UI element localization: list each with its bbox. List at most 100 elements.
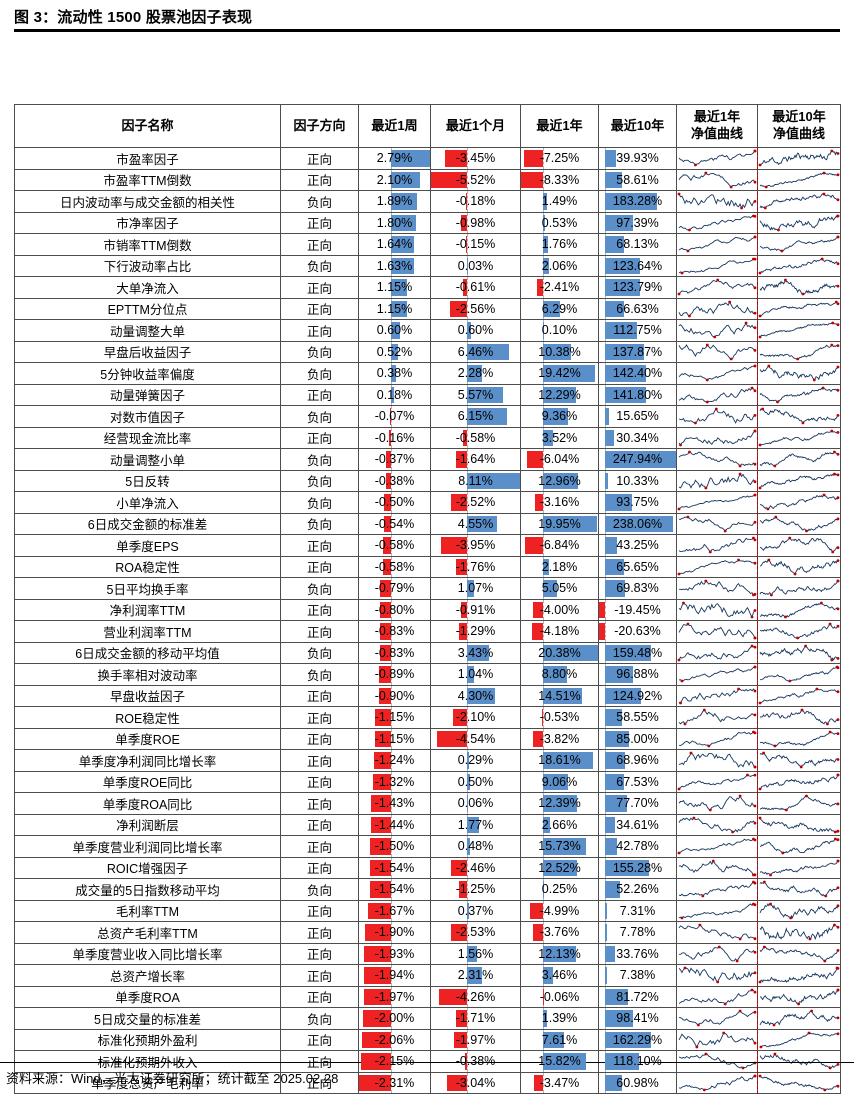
factor-direction-cell: 正向 (280, 684, 359, 707)
table-row: 单季度ROA 正向 -1.97% -4.26% -0.06% 81.72% (14, 985, 841, 1008)
negative-databar (380, 580, 392, 597)
positive-databar (467, 386, 504, 403)
table-row: 5日平均换手率 负向 -0.79% 1.07% 5.05% 69.83% (14, 577, 841, 600)
factor-direction-cell: 正向 (280, 147, 359, 170)
positive-databar (604, 236, 625, 253)
value-cell: 0.52% (358, 340, 431, 363)
positive-databar (604, 924, 608, 941)
value-cell: 58.55% (598, 706, 677, 729)
value-cell: -1.93% (358, 942, 431, 965)
sparkline-1y-cell (676, 297, 758, 320)
factor-name-cell: ROIC增强因子 (14, 856, 281, 879)
value-cell: 10.38% (520, 340, 599, 363)
value-text: -1.64% (455, 452, 496, 466)
value-cell: -0.15% (430, 233, 521, 256)
positive-databar (543, 1031, 564, 1048)
negative-databar (463, 429, 468, 446)
positive-databar (604, 580, 625, 597)
negative-databar (456, 451, 468, 468)
factor-direction-cell: 正向 (280, 1071, 359, 1094)
factor-direction-cell: 负向 (280, 469, 359, 492)
factor-direction-cell: 负向 (280, 362, 359, 385)
positive-databar (391, 214, 417, 231)
factor-name-cell: 早盘后收益因子 (14, 340, 281, 363)
factor-direction-cell: 负向 (280, 491, 359, 514)
value-text: 162.29% (612, 1032, 663, 1047)
value-cell: -6.04% (520, 448, 599, 471)
value-cell: 1.64% (358, 233, 431, 256)
nav-sparkline (759, 364, 840, 382)
factor-direction-cell: 正向 (280, 598, 359, 621)
sparkline-10y-cell (757, 491, 841, 514)
value-cell: 1.80% (358, 211, 431, 234)
table-row: 早盘收益因子 正向 -0.90% 4.30% 14.51% 124.92% (14, 684, 841, 707)
value-cell: 7.31% (598, 899, 677, 922)
value-cell: -0.61% (430, 276, 521, 299)
sparkline-1y-cell (676, 878, 758, 901)
positive-databar (391, 171, 421, 188)
value-cell: 0.50% (430, 770, 521, 793)
positive-databar (604, 773, 625, 790)
value-text: 19.42% (538, 366, 581, 380)
value-text: -0.79% (374, 581, 415, 595)
value-text: 34.61% (616, 817, 659, 832)
negative-databar (378, 666, 392, 683)
table-row: ROA稳定性 正向 -0.58% -1.76% 2.18% 65.65% (14, 555, 841, 578)
sparkline-10y-cell (757, 577, 841, 600)
negative-databar (523, 150, 544, 167)
factor-direction-cell: 负向 (280, 190, 359, 213)
value-cell: 3.46% (520, 964, 599, 987)
positive-databar (604, 472, 608, 489)
positive-databar (543, 1053, 586, 1070)
value-cell: 18.61% (520, 749, 599, 772)
value-text: -0.91% (455, 602, 496, 617)
databar-axis (543, 621, 545, 642)
databar-axis (391, 707, 393, 728)
value-cell: 123.64% (598, 254, 677, 277)
value-cell: -0.37% (358, 448, 431, 471)
nav-sparkline (678, 235, 757, 253)
value-text: -1.76% (455, 559, 496, 574)
nav-sparkline (759, 493, 840, 511)
sparkline-10y-cell (757, 168, 841, 191)
value-cell: 8.80% (520, 663, 599, 686)
positive-databar (604, 537, 618, 554)
positive-databar (543, 1010, 548, 1027)
value-text: -2.15% (374, 1054, 415, 1068)
value-text: -0.18% (455, 194, 496, 208)
value-text: 12.96% (538, 473, 581, 488)
sparkline-1y-cell (676, 383, 758, 406)
sparkline-10y-cell (757, 856, 841, 879)
negative-databar (375, 709, 392, 726)
source-note: 资料来源：Wind，光大证券研究所；统计截至 2025.02.28 (6, 1071, 339, 1086)
negative-databar (461, 601, 468, 618)
factor-direction-cell: 正向 (280, 942, 359, 965)
sparkline-10y-cell (757, 942, 841, 965)
nav-sparkline (759, 214, 840, 232)
positive-databar (543, 752, 594, 769)
value-text: -0.61% (455, 280, 496, 294)
databar-axis (391, 728, 393, 749)
sparkline-1y-cell (676, 233, 758, 256)
sparkline-1y-cell (676, 319, 758, 342)
value-cell: -1.54% (358, 856, 431, 879)
value-text: 1.07% (457, 581, 494, 595)
value-cell: -0.38% (430, 1050, 521, 1073)
factor-name-cell: EPTTM分位点 (14, 297, 281, 320)
value-text: 69.83% (616, 581, 659, 595)
negative-databar (450, 859, 468, 876)
nav-sparkline (759, 386, 840, 404)
value-text: 123.79% (612, 280, 663, 294)
nav-sparkline (678, 923, 757, 941)
value-text: 19.95% (538, 516, 581, 531)
value-cell: 2.31% (430, 964, 521, 987)
value-text: 4.55% (457, 516, 494, 531)
value-cell: 12.39% (520, 792, 599, 815)
nav-sparkline (678, 1052, 757, 1070)
negative-databar (529, 902, 544, 919)
value-cell: 141.80% (598, 383, 677, 406)
footer-rule (0, 1062, 854, 1063)
value-text: -2.53% (455, 925, 496, 939)
value-text: 7.38% (619, 968, 656, 982)
